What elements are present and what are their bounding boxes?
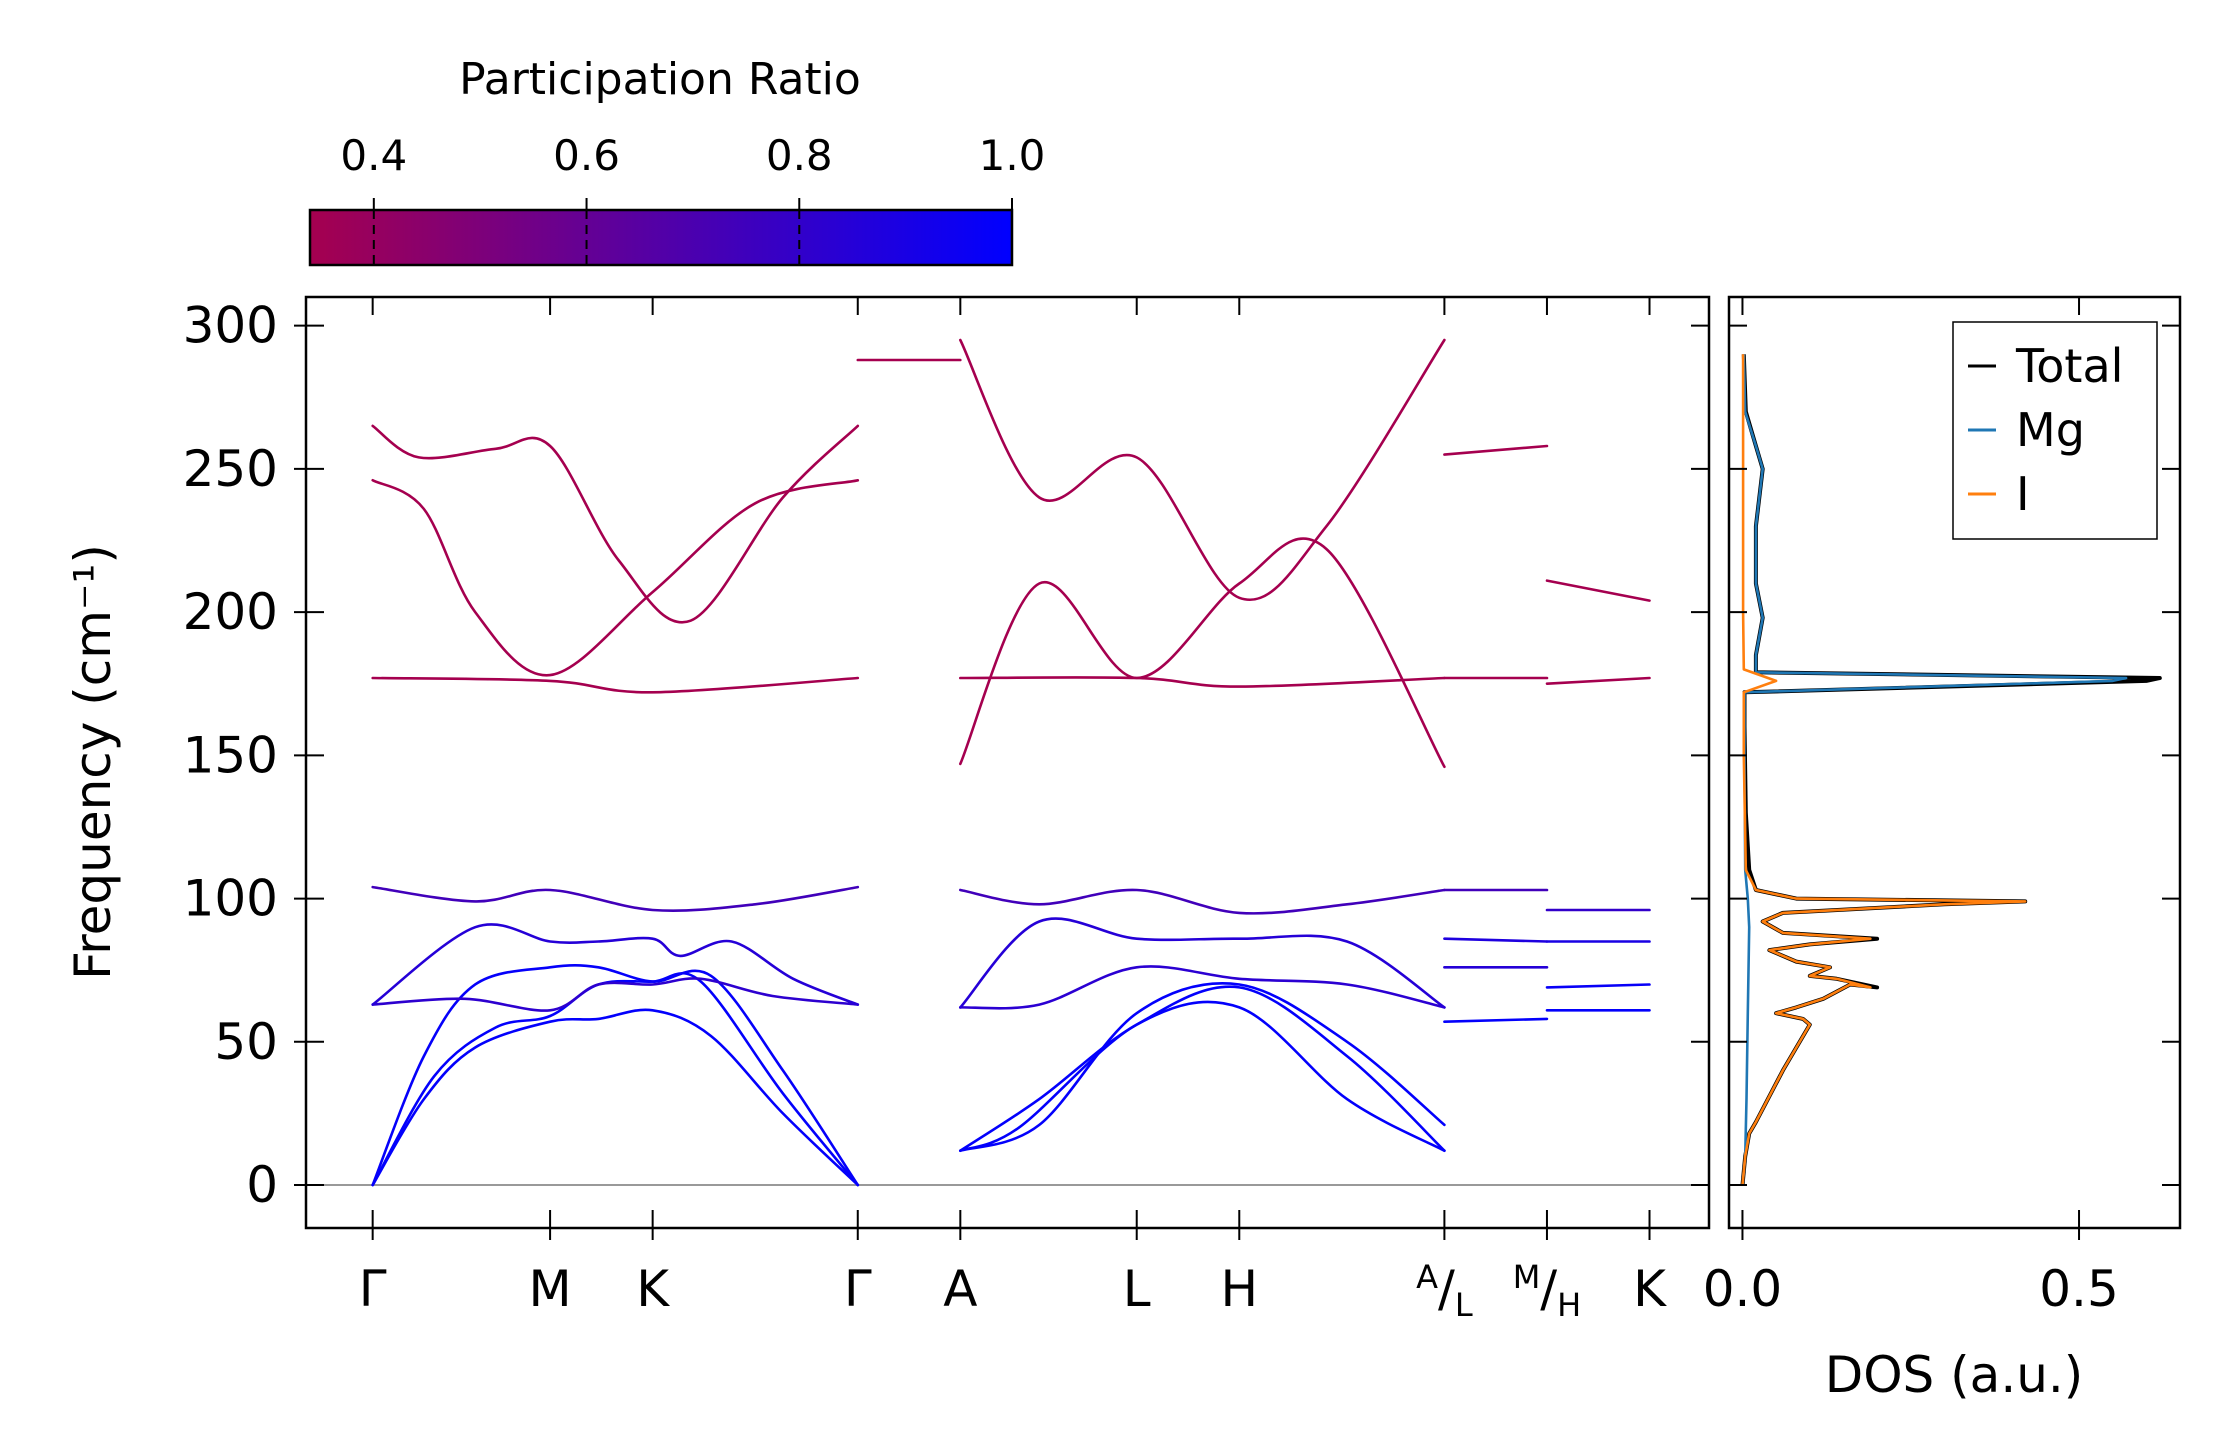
frequency-axis-ticks: 0 50 100 150 200 250 300	[183, 297, 1709, 1214]
dos-axis-ticks: 0.0 0.5	[1703, 297, 2119, 1318]
dos-curve-i	[1741, 354, 2027, 1186]
phonon-band-H-K-6	[1545, 579, 1651, 602]
phonon-band-H-K-5	[1545, 676, 1651, 685]
phonon-band-optical-low-1	[371, 977, 860, 1012]
dos-tick-label: 0.5	[2039, 1260, 2119, 1318]
colorbar-gradient	[308, 208, 1014, 267]
phonon-band-acoustic-1	[371, 1008, 860, 1187]
phonon-band-A-acoustic-1	[959, 1000, 1446, 1152]
phonon-band-optical-mid-top	[371, 885, 860, 912]
colorbar: Participation Ratio 0.4 0.6 0.8 1.0	[308, 54, 1045, 267]
phonon-band-A-mg-flat	[959, 676, 1446, 688]
phonon-band-A-optical-top	[959, 888, 1446, 915]
phonon-band-A-acoustic-2	[959, 985, 1446, 1152]
frequency-axis-label: Frequency (cm⁻¹)	[64, 544, 122, 980]
phonon-band-mg-optical-b	[371, 424, 860, 624]
colorbar-ticks: 0.4 0.6 0.8 1.0	[340, 131, 1045, 265]
phonon-band-A-mg-2	[959, 338, 1446, 601]
colorbar-tick-label: 0.4	[340, 131, 407, 180]
phonon-band-L-M-6	[1443, 444, 1549, 456]
kpoint-label: M/H	[1513, 1258, 1582, 1324]
phonon-bands	[371, 338, 1651, 1187]
legend-label: Mg	[2016, 403, 2085, 457]
colorbar-tick-label: 0.6	[553, 131, 620, 180]
colorbar-tick-label: 1.0	[979, 131, 1046, 180]
legend-label: Total	[2015, 339, 2123, 393]
frequency-tick-label: 150	[183, 726, 278, 784]
dos-frame	[1727, 295, 2182, 1230]
frequency-tick-label: 50	[214, 1013, 278, 1071]
frequency-tick-label: 300	[183, 297, 278, 355]
phonon-band-A-acoustic-3	[959, 982, 1446, 1152]
colorbar-title: Participation Ratio	[459, 54, 861, 105]
dos-panel: 0.0 0.5 DOS (a.u.) Total Mg I	[1703, 295, 2182, 1404]
dos-curves	[1740, 354, 2162, 1186]
kpoint-label: K	[636, 1260, 670, 1318]
phonon-band-L-M-3	[1443, 937, 1549, 943]
colorbar-tick-label: 0.8	[766, 131, 833, 180]
dos-axis-label: DOS (a.u.)	[1825, 1346, 2084, 1404]
kpoint-label: M	[529, 1260, 572, 1318]
dos-curve-mg	[1741, 354, 2128, 1186]
phonon-band-H-K-2	[1545, 983, 1651, 989]
kpoint-label: Γ	[844, 1260, 872, 1318]
band-frame	[304, 295, 1711, 1230]
frequency-tick-label: 0	[246, 1156, 278, 1214]
kpoint-label: A	[943, 1260, 977, 1318]
phonon-band-A-mg-1	[959, 537, 1446, 769]
kpoint-axis-ticks: Γ M K Γ A L H A/L M/H K	[359, 297, 1667, 1324]
phonon-band-mg-flat	[371, 676, 860, 694]
phonon-band-optical-low-2	[371, 923, 860, 1006]
kpoint-label: L	[1123, 1260, 1151, 1318]
band-structure-panel: 0 50 100 150 200 250 300 Γ M K Γ A L H A/L M/H K Freque…	[64, 295, 1711, 1324]
dos-frequency-ticks	[1729, 324, 2180, 1187]
dos-tick-label: 0.0	[1703, 1260, 1783, 1318]
phonon-band-L-M-1	[1443, 1017, 1549, 1023]
phonon-band-acoustic-2	[371, 971, 860, 1187]
phonon-band-acoustic-3	[371, 964, 860, 1187]
frequency-tick-label: 200	[183, 583, 278, 641]
kpoint-label: H	[1220, 1260, 1258, 1318]
phonon-band-mg-optical-a	[371, 479, 860, 677]
dos-legend: Total Mg I	[1952, 321, 2158, 540]
kpoint-label: A/L	[1416, 1258, 1473, 1324]
kpoint-label: K	[1633, 1260, 1667, 1318]
phonon-band-A-optical-1	[959, 965, 1446, 1010]
phonon-band-A-optical-2	[959, 917, 1446, 1009]
frequency-tick-label: 250	[183, 440, 278, 498]
frequency-tick-label: 100	[183, 870, 278, 928]
legend-label: I	[2016, 467, 2030, 521]
kpoint-label: Γ	[359, 1260, 387, 1318]
legend-entries: Total Mg I	[1968, 339, 2123, 521]
